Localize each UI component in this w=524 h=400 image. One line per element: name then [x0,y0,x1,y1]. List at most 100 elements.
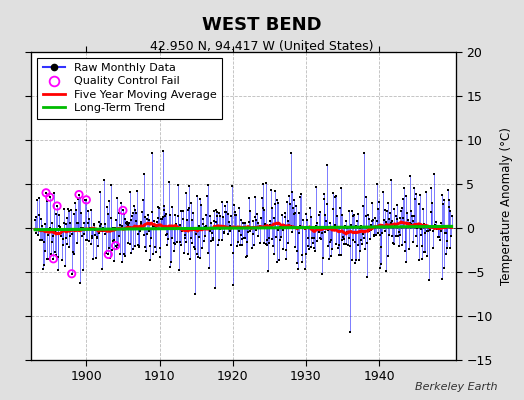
Point [121,216,129,222]
Point [87,241,95,247]
Point [352,256,360,263]
Point [81,197,89,203]
Point [226,223,234,229]
Point [192,251,201,257]
Point [422,189,430,195]
Point [306,205,314,211]
Point [138,226,147,232]
Point [88,233,96,240]
Point [413,243,421,249]
Point [102,227,110,234]
Point [388,232,397,239]
Point [128,213,136,219]
Point [64,206,72,212]
Point [91,226,99,233]
Point [365,216,374,222]
Point [255,223,264,229]
Point [84,220,92,226]
Point [395,228,403,235]
Point [295,210,303,216]
Point [201,224,209,230]
Point [191,246,200,252]
Point [444,187,452,193]
Point [417,226,425,232]
Point [157,215,166,222]
Point [427,208,435,215]
Point [394,233,402,240]
Point [232,212,240,218]
Point [416,192,424,198]
Point [414,200,423,207]
Point [169,248,178,254]
Point [268,236,277,242]
Point [218,237,226,244]
Point [190,244,198,250]
Point [323,201,331,208]
Point [134,241,143,248]
Point [127,250,136,257]
Point [144,216,152,223]
Point [307,214,315,220]
Point [104,251,113,258]
Point [62,241,71,247]
Point [277,223,285,230]
Point [352,222,361,229]
Point [43,232,52,238]
Point [46,225,54,231]
Point [407,208,416,214]
Point [291,210,300,217]
Point [206,220,215,226]
Point [407,220,415,227]
Point [202,223,210,229]
Point [82,197,91,203]
Point [182,190,191,196]
Point [203,193,211,200]
Point [396,232,404,238]
Point [305,225,314,232]
Point [66,220,74,226]
Point [326,239,334,246]
Point [116,251,124,258]
Point [211,285,219,291]
Point [132,218,140,224]
Point [429,245,438,251]
Point [109,224,117,231]
Point [47,220,56,226]
Point [111,225,119,231]
Point [56,212,64,218]
Point [291,244,299,250]
Point [442,251,450,257]
Point [130,203,138,209]
Point [348,257,356,264]
Point [136,219,145,226]
Point [444,203,453,210]
Point [430,170,438,177]
Point [300,225,308,231]
Point [58,257,66,263]
Point [176,222,184,228]
Point [228,282,237,288]
Point [179,208,188,214]
Point [259,240,268,246]
Point [266,222,274,228]
Point [425,224,434,230]
Point [270,251,278,258]
Point [369,216,377,223]
Point [183,251,192,257]
Point [373,217,381,224]
Point [106,255,114,261]
Point [160,206,169,213]
Point [281,210,289,216]
Point [281,247,290,254]
Point [235,205,243,212]
Point [254,220,263,226]
Point [119,210,128,217]
Point [258,195,266,202]
Point [365,228,373,234]
Point [68,270,76,277]
Point [222,208,230,215]
Point [354,242,362,248]
Point [210,218,219,224]
Point [296,194,304,200]
Point [168,204,177,210]
